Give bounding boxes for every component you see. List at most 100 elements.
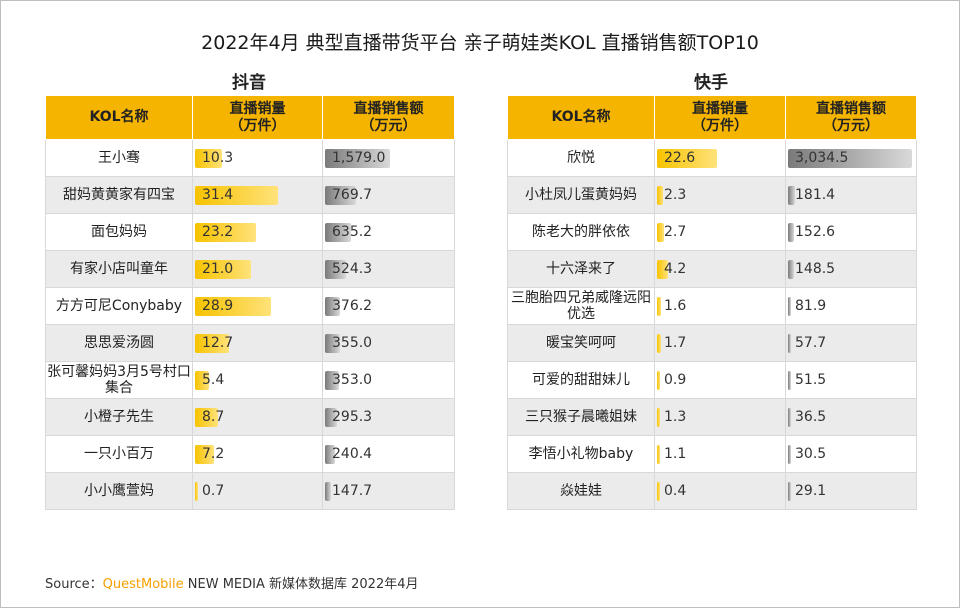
header-volume-line1: 直播销量 (692, 100, 748, 117)
table-row: 小小鹰萱妈 0.7 147.7 (45, 472, 455, 510)
sales-value: 30.5 (795, 446, 827, 462)
header-volume-line2: （万件） (229, 117, 286, 134)
header-sales: 直播销售额 （万元） (322, 95, 455, 140)
volume-value: 0.4 (664, 483, 687, 499)
kol-name-cell: 暖宝笑呵呵 (507, 324, 655, 362)
volume-value: 8.7 (202, 409, 225, 425)
sales-bar (325, 371, 339, 390)
volume-cell: 0.7 (192, 472, 323, 510)
sales-value: 635.2 (332, 224, 373, 240)
sales-value: 81.9 (795, 298, 827, 314)
volume-cell: 1.3 (654, 398, 786, 436)
kol-name-cell: 三胞胎四兄弟威隆远阳优选 (507, 287, 655, 325)
sales-value: 353.0 (332, 372, 373, 388)
sales-value: 181.4 (795, 187, 836, 203)
sales-bar (788, 223, 794, 242)
table-row: 欣悦 22.6 3,034.5 (507, 139, 917, 177)
sales-cell: 57.7 (785, 324, 917, 362)
volume-bar (657, 297, 661, 316)
sales-cell: 30.5 (785, 435, 917, 473)
sales-cell: 376.2 (322, 287, 455, 325)
volume-value: 12.7 (202, 335, 234, 351)
volume-cell: 1.1 (654, 435, 786, 473)
volume-bar (195, 223, 256, 242)
kuaishou-table: KOL名称 直播销量 （万件） 直播销售额 （万元） 欣悦 22.6 3,034.5 小杜… (507, 95, 917, 510)
sales-value: 769.7 (332, 187, 373, 203)
sales-cell: 295.3 (322, 398, 455, 436)
volume-bar (657, 371, 660, 390)
header-kol-name: KOL名称 (45, 95, 193, 140)
volume-value: 0.7 (202, 483, 225, 499)
sales-bar (788, 186, 795, 205)
volume-value: 10.3 (202, 150, 234, 166)
volume-value: 0.9 (664, 372, 687, 388)
sales-bar (788, 149, 912, 168)
volume-value: 2.3 (664, 187, 687, 203)
source-label: Source： (45, 577, 103, 592)
table-row: 有家小店叫童年 21.0 524.3 (45, 250, 455, 288)
volume-cell: 31.4 (192, 176, 323, 214)
douyin-section-title: 抖音 (232, 73, 266, 93)
table-row: 可爱的甜甜妹儿 0.9 51.5 (507, 361, 917, 399)
volume-value: 22.6 (664, 150, 696, 166)
volume-bar (195, 149, 222, 168)
sales-cell: 3,034.5 (785, 139, 917, 177)
sales-value: 524.3 (332, 261, 373, 277)
kol-name-cell: 甜妈黄黄家有四宝 (45, 176, 193, 214)
kol-name-cell: 十六泽来了 (507, 250, 655, 288)
kol-name-cell: 可爱的甜甜妹儿 (507, 361, 655, 399)
volume-bar (657, 482, 660, 501)
table-row: 思思爱汤圆 12.7 355.0 (45, 324, 455, 362)
kol-name-cell: 小杜凤儿蛋黄妈妈 (507, 176, 655, 214)
kol-name-cell: 思思爱汤圆 (45, 324, 193, 362)
volume-bar (195, 297, 271, 316)
source-note: Source：QuestMobile NEW MEDIA 新媒体数据库 2022… (45, 573, 419, 592)
table-row: 小杜凤儿蛋黄妈妈 2.3 181.4 (507, 176, 917, 214)
volume-bar (195, 482, 198, 501)
sales-value: 376.2 (332, 298, 373, 314)
header-sales-line1: 直播销售额 (816, 100, 886, 117)
volume-value: 21.0 (202, 261, 234, 277)
sales-cell: 51.5 (785, 361, 917, 399)
table-row: 三只猴子晨曦姐妹 1.3 36.5 (507, 398, 917, 436)
sales-bar (788, 334, 791, 353)
sales-bar (325, 149, 390, 168)
header-volume-line2: （万件） (692, 117, 748, 134)
sales-value: 36.5 (795, 409, 827, 425)
table-row: 方方可尼Conybaby 28.9 376.2 (45, 287, 455, 325)
sales-bar (788, 408, 791, 427)
header-kol-name: KOL名称 (507, 95, 655, 140)
volume-value: 1.7 (664, 335, 687, 351)
sales-value: 1,579.0 (332, 150, 386, 166)
sales-cell: 147.7 (322, 472, 455, 510)
volume-bar (657, 186, 663, 205)
volume-cell: 4.2 (654, 250, 786, 288)
volume-value: 1.6 (664, 298, 687, 314)
header-volume-line1: 直播销量 (229, 100, 286, 117)
kol-name-cell: 陈老大的胖依依 (507, 213, 655, 251)
sales-bar (325, 408, 337, 427)
volume-cell: 23.2 (192, 213, 323, 251)
table-row: 十六泽来了 4.2 148.5 (507, 250, 917, 288)
sales-cell: 769.7 (322, 176, 455, 214)
sales-bar (325, 223, 351, 242)
volume-cell: 21.0 (192, 250, 323, 288)
sales-value: 355.0 (332, 335, 373, 351)
sales-cell: 355.0 (322, 324, 455, 362)
volume-value: 1.3 (664, 409, 687, 425)
sales-value: 29.1 (795, 483, 827, 499)
sales-bar (788, 482, 791, 501)
header-sales-line2: （万元） (360, 117, 417, 134)
header-sales: 直播销售额 （万元） (785, 95, 917, 140)
sales-bar (788, 297, 791, 316)
volume-value: 7.2 (202, 446, 225, 462)
table-row: 面包妈妈 23.2 635.2 (45, 213, 455, 251)
kol-name-cell: 王小骞 (45, 139, 193, 177)
volume-cell: 2.3 (654, 176, 786, 214)
volume-bar (657, 445, 660, 464)
kol-name-cell: 面包妈妈 (45, 213, 193, 251)
kuaishou-table-body: 欣悦 22.6 3,034.5 小杜凤儿蛋黄妈妈 2.3 181.4 陈老大的胖依依 2.7 1… (507, 139, 917, 510)
volume-value: 28.9 (202, 298, 234, 314)
volume-bar (195, 186, 278, 205)
sales-value: 148.5 (795, 261, 836, 277)
